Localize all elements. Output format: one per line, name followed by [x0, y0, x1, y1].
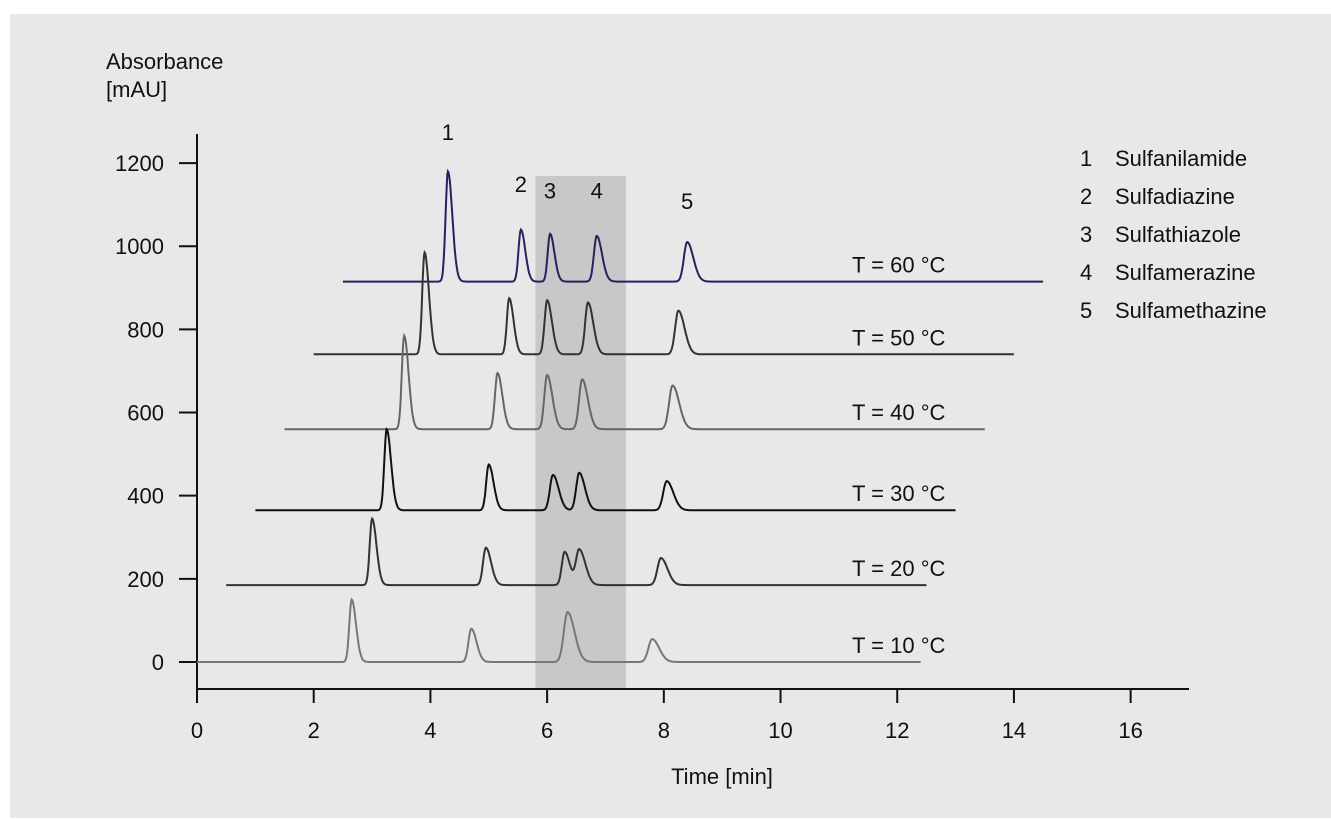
series-line	[284, 332, 985, 431]
peak-label: 3	[544, 178, 556, 203]
y-tick-label: 800	[127, 317, 164, 342]
legend-number: 5	[1080, 298, 1092, 323]
y-axis-title-line2: [mAU]	[106, 77, 168, 102]
legend-label: Sulfathiazole	[1115, 222, 1241, 247]
x-tick-label: 6	[541, 718, 553, 743]
series-line	[197, 597, 921, 663]
legend-number: 1	[1080, 146, 1092, 171]
legend-number: 4	[1080, 260, 1092, 285]
series-label: T = 50 °C	[852, 325, 945, 350]
peak-label: 4	[591, 178, 603, 203]
x-tick-label: 0	[191, 718, 203, 743]
y-tick-label: 0	[152, 650, 164, 675]
x-tick-label: 2	[308, 718, 320, 743]
series-line	[342, 168, 1044, 283]
y-tick-label: 200	[127, 567, 164, 592]
series-label: T = 60 °C	[852, 253, 945, 278]
y-tick-label: 1000	[115, 234, 164, 259]
x-tick-label: 8	[658, 718, 670, 743]
y-axis-title-line1: Absorbance	[106, 49, 224, 74]
x-axis-title: Time [min]	[671, 764, 773, 789]
peak-label: 1	[442, 120, 454, 145]
series-label: T = 10 °C	[852, 633, 945, 658]
legend-label: Sulfanilamide	[1115, 146, 1247, 171]
x-tick-label: 12	[885, 718, 909, 743]
series-line	[255, 426, 956, 512]
legend-number: 2	[1080, 184, 1092, 209]
x-tick-label: 16	[1118, 718, 1142, 743]
legend-label: Sulfamethazine	[1115, 298, 1267, 323]
x-tick-label: 10	[768, 718, 792, 743]
legend-label: Sulfamerazine	[1115, 260, 1256, 285]
y-tick-label: 600	[127, 401, 164, 426]
series-label: T = 30 °C	[852, 481, 945, 506]
series-line	[226, 516, 927, 587]
peak-label: 5	[681, 189, 693, 214]
peak-label: 2	[515, 172, 527, 197]
y-axis-title: Absorbance [mAU]	[106, 48, 223, 104]
chart-panel: Absorbance [mAU] 0 2 4 6 8 10 12 14 16 0 200 400 600…	[10, 14, 1331, 818]
x-tick-label: 14	[1002, 718, 1026, 743]
series-label: T = 40 °C	[852, 400, 945, 425]
series-line	[313, 249, 1014, 356]
highlight-region	[535, 176, 626, 689]
x-tick-label: 4	[424, 718, 436, 743]
y-tick-label: 1200	[115, 151, 164, 176]
y-tick-label: 400	[127, 484, 164, 509]
legend-label: Sulfadiazine	[1115, 184, 1235, 209]
legend-number: 3	[1080, 222, 1092, 247]
series-label: T = 20 °C	[852, 556, 945, 581]
